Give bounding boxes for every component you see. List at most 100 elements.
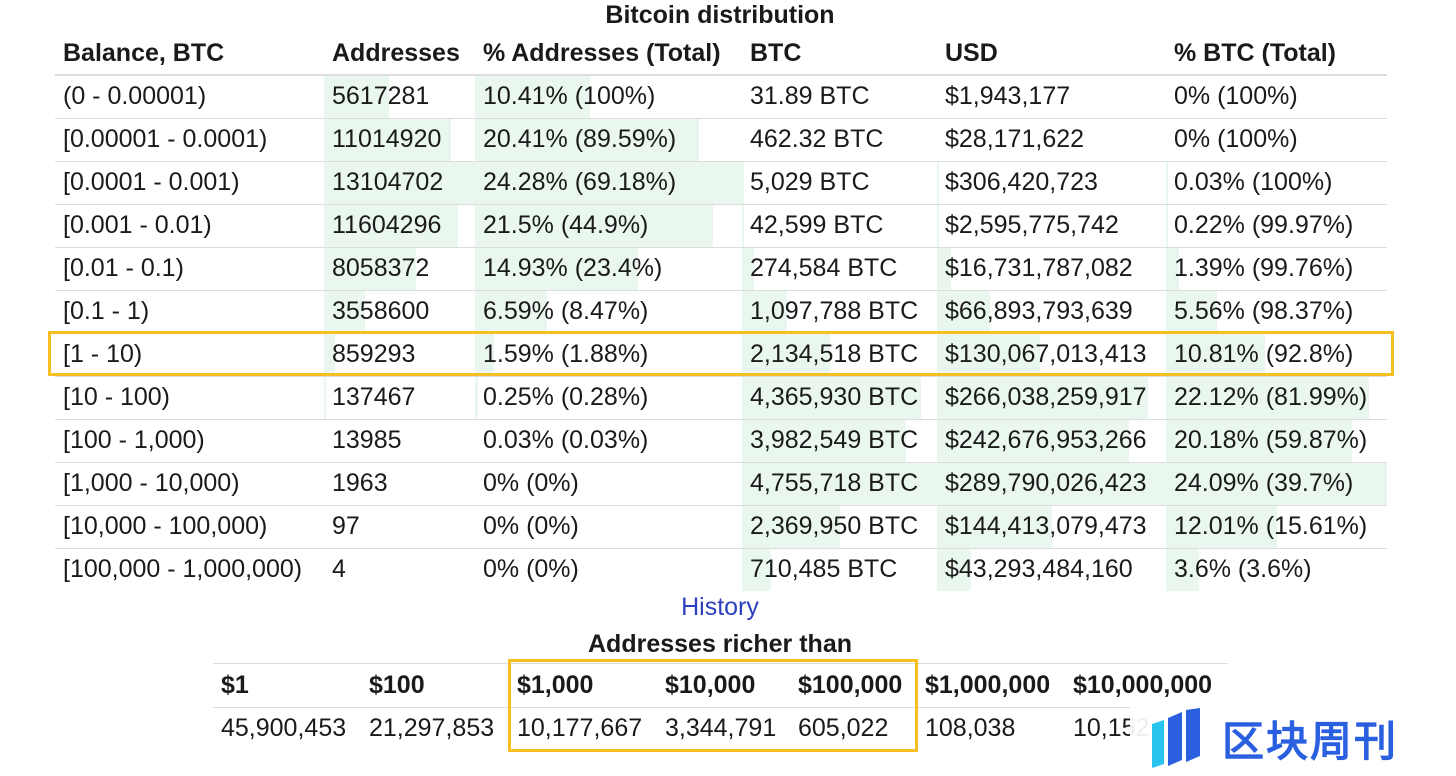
cell-usd-text: $43,293,484,160 bbox=[945, 555, 1133, 584]
share-bar bbox=[937, 548, 972, 591]
cell-addresses: 11604296 bbox=[324, 204, 475, 248]
richer-header-100: $100 bbox=[361, 663, 509, 708]
cell-pct-btc: 10.81% (92.8%) bbox=[1166, 333, 1387, 377]
cell-pct-btc: 1.39% (99.76%) bbox=[1166, 247, 1387, 291]
header-balance[interactable]: Balance, BTC bbox=[55, 33, 324, 76]
share-bar bbox=[1166, 462, 1387, 505]
share-bar bbox=[1166, 247, 1180, 290]
cell-pct-addresses-text: 0.25% (0.28%) bbox=[483, 383, 649, 411]
cell-balance: [10,000 - 100,000) bbox=[55, 505, 324, 549]
cell-btc: 4,755,718 BTC bbox=[742, 462, 937, 506]
cell-pct-addresses-text: 14.93% (23.4%) bbox=[483, 254, 663, 282]
table-row: [0.1 - 1) 3558600 6.59% (8.47%) 1,097,788 B… bbox=[55, 290, 1387, 334]
share-bar bbox=[324, 290, 365, 333]
header-pct-addresses[interactable]: % Addresses (Total) bbox=[475, 33, 742, 76]
share-bar bbox=[475, 290, 548, 333]
cell-usd: $306,420,723 bbox=[937, 161, 1166, 205]
table-row: [1 - 10) 859293 1.59% (1.88%) 2,134,518 BTC… bbox=[55, 333, 1387, 377]
richer-value-1000: 10,177,667 bbox=[517, 714, 643, 743]
share-bar bbox=[937, 161, 940, 204]
cell-pct-btc-text: 0% (100%) bbox=[1174, 125, 1298, 153]
cell-addresses: 97 bbox=[324, 505, 475, 549]
table-row: [0.0001 - 0.001) 13104702 24.28% (69.18%) 5… bbox=[55, 161, 1387, 205]
cell-pct-btc: 3.6% (3.6%) bbox=[1166, 548, 1387, 591]
share-bar bbox=[742, 333, 830, 376]
cell-btc: 462.32 BTC bbox=[742, 118, 937, 162]
cell-pct-addresses-text: 0% (0%) bbox=[483, 555, 579, 584]
cell-balance-text: [10,000 - 100,000) bbox=[63, 512, 268, 540]
share-bar bbox=[937, 247, 951, 290]
cell-pct-btc-text: 5.56% (98.37%) bbox=[1174, 297, 1354, 325]
table-row: (0 - 0.00001) 5617281 10.41% (100%) 31.89 B… bbox=[55, 75, 1387, 119]
cell-pct-addresses: 0.03% (0.03%) bbox=[475, 419, 742, 463]
share-bar bbox=[1166, 290, 1217, 333]
cell-usd-text: $16,731,787,082 bbox=[945, 254, 1133, 282]
history-link[interactable]: History bbox=[681, 593, 759, 621]
watermark: 区块周刊 bbox=[1130, 700, 1456, 776]
cell-btc-text: 42,599 BTC bbox=[750, 211, 884, 239]
header-btc[interactable]: BTC bbox=[742, 33, 937, 76]
cell-usd-text: $289,790,026,423 bbox=[945, 469, 1147, 497]
cell-balance: (0 - 0.00001) bbox=[55, 75, 324, 119]
richer-header-row: $1 $100 $1,000 $10,000 $100,000 $1,000,0… bbox=[213, 663, 1228, 708]
cell-addresses-text: 11604296 bbox=[332, 211, 442, 239]
cell-btc: 3,982,549 BTC bbox=[742, 419, 937, 463]
table-header-row: Balance, BTC Addresses % Addresses (Tota… bbox=[55, 33, 1387, 76]
cell-btc: 1,097,788 BTC bbox=[742, 290, 937, 334]
cell-btc-text: 2,134,518 BTC bbox=[750, 340, 919, 368]
cell-addresses-text: 13985 bbox=[332, 426, 402, 454]
cell-btc: 274,584 BTC bbox=[742, 247, 937, 291]
cell-pct-btc-text: 0% (100%) bbox=[1174, 82, 1298, 111]
cell-pct-addresses: 1.59% (1.88%) bbox=[475, 333, 742, 377]
cell-pct-btc: 0% (100%) bbox=[1166, 75, 1387, 119]
cell-addresses-text: 8058372 bbox=[332, 254, 430, 282]
cell-pct-btc-text: 20.18% (59.87%) bbox=[1174, 426, 1368, 454]
cell-addresses-text: 11014920 bbox=[332, 125, 442, 153]
cell-btc: 4,365,930 BTC bbox=[742, 376, 937, 420]
header-usd[interactable]: USD bbox=[937, 33, 1166, 76]
cell-usd-text: $2,595,775,742 bbox=[945, 211, 1119, 239]
share-bar bbox=[475, 204, 713, 247]
share-bar bbox=[742, 204, 744, 247]
cell-usd-text: $306,420,723 bbox=[945, 168, 1098, 196]
cell-usd-text: $66,893,793,639 bbox=[945, 297, 1133, 325]
cell-addresses: 4 bbox=[324, 548, 475, 591]
cell-btc-text: 710,485 BTC bbox=[750, 555, 898, 584]
cell-usd: $144,413,079,473 bbox=[937, 505, 1166, 549]
header-pct-btc[interactable]: % BTC (Total) bbox=[1166, 33, 1387, 76]
cell-pct-btc-text: 12.01% (15.61%) bbox=[1174, 512, 1368, 540]
cell-pct-btc-text: 22.12% (81.99%) bbox=[1174, 383, 1368, 411]
richer-value-10000: 3,344,791 bbox=[665, 714, 777, 743]
cell-pct-btc-text: 24.09% (39.7%) bbox=[1174, 469, 1354, 497]
cell-addresses: 13104702 bbox=[324, 161, 475, 205]
share-bar bbox=[324, 118, 451, 161]
page-title: Bitcoin distribution bbox=[605, 1, 835, 29]
richer-values-row: 45,900,453 21,297,853 10,177,667 3,344,7… bbox=[213, 708, 1228, 750]
cell-addresses: 11014920 bbox=[324, 118, 475, 162]
cell-pct-btc: 20.18% (59.87%) bbox=[1166, 419, 1387, 463]
cell-pct-addresses-text: 1.59% (1.88%) bbox=[483, 340, 649, 368]
cell-usd-text: $130,067,013,413 bbox=[945, 340, 1147, 368]
cell-pct-addresses: 21.5% (44.9%) bbox=[475, 204, 742, 248]
header-addresses[interactable]: Addresses bbox=[324, 33, 475, 76]
cell-btc-text: 5,029 BTC bbox=[750, 168, 870, 196]
share-bar bbox=[1166, 419, 1352, 462]
cell-usd: $43,293,484,160 bbox=[937, 548, 1166, 591]
share-bar bbox=[1166, 204, 1169, 247]
cell-btc-text: 31.89 BTC bbox=[750, 82, 870, 111]
share-bar bbox=[324, 247, 417, 290]
share-bar bbox=[475, 247, 638, 290]
richer-header-1000: $1,000 bbox=[509, 663, 657, 708]
share-bar bbox=[1166, 548, 1200, 591]
cell-addresses-text: 859293 bbox=[332, 340, 416, 368]
cell-addresses: 5617281 bbox=[324, 75, 475, 119]
cell-balance: [0.1 - 1) bbox=[55, 290, 324, 334]
cell-balance: [100,000 - 1,000,000) bbox=[55, 548, 324, 591]
cell-usd: $28,171,622 bbox=[937, 118, 1166, 162]
cell-pct-btc: 12.01% (15.61%) bbox=[1166, 505, 1387, 549]
cell-btc: 5,029 BTC bbox=[742, 161, 937, 205]
cell-addresses-text: 4 bbox=[332, 555, 346, 584]
cell-addresses-text: 1963 bbox=[332, 469, 388, 497]
cell-usd: $2,595,775,742 bbox=[937, 204, 1166, 248]
cell-pct-addresses-text: 20.41% (89.59%) bbox=[483, 125, 677, 153]
